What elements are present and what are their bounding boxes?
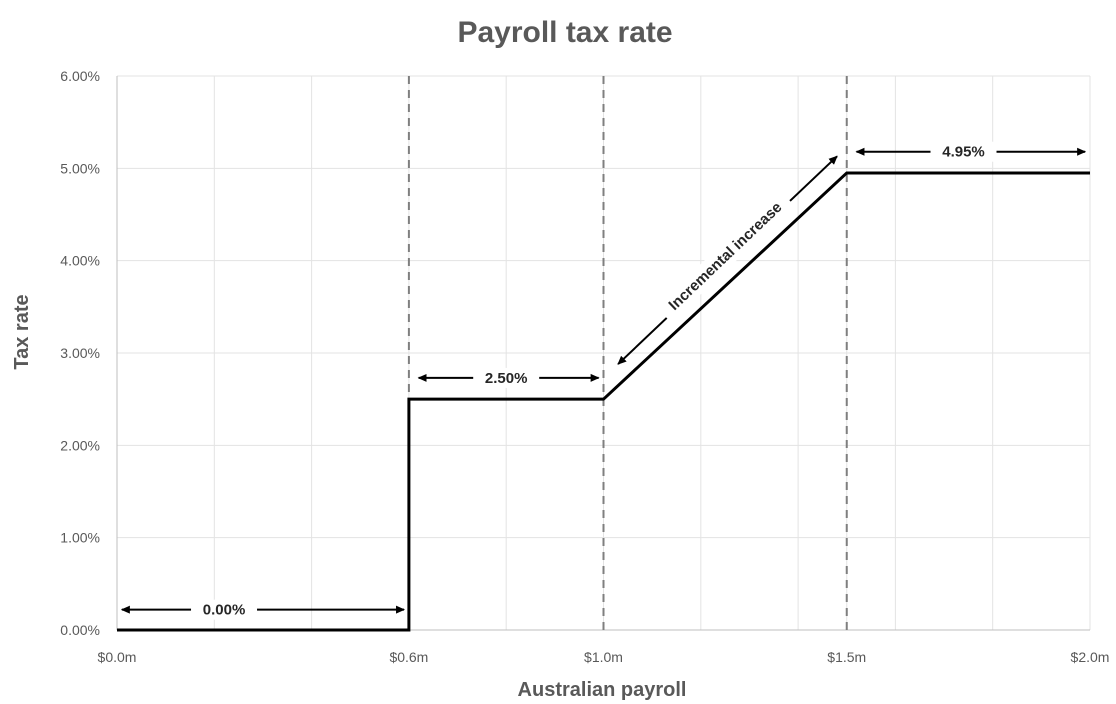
y-tick-label: 4.00% xyxy=(60,253,100,269)
y-tick-label: 1.00% xyxy=(60,530,100,546)
y-tick-label: 6.00% xyxy=(60,68,100,84)
x-tick-label: $2.0m xyxy=(1071,649,1110,665)
tax-rate-line xyxy=(117,171,1090,632)
annotation-label: 0.00% xyxy=(203,602,246,619)
tick-labels: $0.0m $0.6m $1.0m $1.5m $2.0m 0.00% 1.00% 2.00%… xyxy=(60,68,1109,665)
y-tick-label: 3.00% xyxy=(60,345,100,361)
annotation-label: 4.95% xyxy=(942,144,985,161)
annotation-label: Incremental increase xyxy=(665,199,785,314)
annotation-label: 2.50% xyxy=(485,370,528,387)
y-tick-label: 5.00% xyxy=(60,160,100,176)
x-tick-label: $1.0m xyxy=(584,649,623,665)
annotation-label-bg xyxy=(930,141,997,162)
annotation-label-bg xyxy=(473,367,540,388)
x-tick-label: $1.5m xyxy=(827,649,866,665)
y-axis-title: Tax rate xyxy=(11,294,33,369)
chart-title: Payroll tax rate xyxy=(457,16,672,49)
annotation-label-bg xyxy=(191,599,258,620)
y-tick-label: 0.00% xyxy=(60,622,100,638)
series xyxy=(117,171,1090,632)
x-tick-label: $0.0m xyxy=(98,649,137,665)
x-axis-title: Australian payroll xyxy=(518,679,687,701)
y-tick-label: 2.00% xyxy=(60,437,100,453)
x-tick-label: $0.6m xyxy=(389,649,428,665)
annotation-label-bg xyxy=(655,189,795,323)
